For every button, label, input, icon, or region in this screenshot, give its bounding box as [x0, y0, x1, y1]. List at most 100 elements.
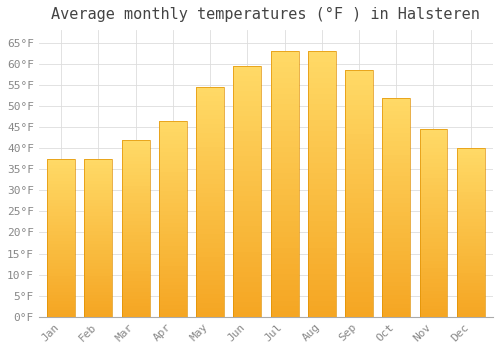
- Bar: [159, 254, 187, 258]
- Bar: [420, 257, 448, 260]
- Bar: [234, 222, 262, 226]
- Bar: [345, 272, 373, 277]
- Bar: [382, 102, 410, 106]
- Bar: [196, 234, 224, 239]
- Bar: [196, 128, 224, 133]
- Bar: [308, 243, 336, 248]
- Bar: [196, 87, 224, 92]
- Bar: [234, 272, 262, 276]
- Bar: [159, 301, 187, 305]
- Bar: [420, 193, 448, 197]
- Bar: [308, 152, 336, 158]
- Bar: [122, 207, 150, 211]
- Bar: [457, 175, 484, 178]
- Bar: [196, 280, 224, 285]
- Bar: [122, 158, 150, 161]
- Bar: [159, 199, 187, 203]
- Bar: [196, 138, 224, 142]
- Bar: [84, 273, 112, 276]
- Bar: [47, 203, 75, 206]
- Bar: [84, 172, 112, 175]
- Bar: [84, 288, 112, 292]
- Bar: [382, 155, 410, 159]
- Bar: [308, 115, 336, 120]
- Bar: [196, 312, 224, 317]
- Bar: [196, 188, 224, 193]
- Bar: [234, 297, 262, 302]
- Bar: [122, 271, 150, 274]
- Bar: [196, 230, 224, 234]
- Bar: [159, 121, 187, 125]
- Bar: [345, 253, 373, 258]
- Bar: [47, 273, 75, 276]
- Bar: [345, 75, 373, 80]
- Bar: [234, 282, 262, 287]
- Bar: [234, 191, 262, 196]
- Bar: [159, 168, 187, 172]
- Bar: [270, 205, 298, 211]
- Bar: [196, 114, 224, 119]
- Bar: [345, 178, 373, 184]
- Bar: [270, 211, 298, 216]
- Bar: [345, 119, 373, 124]
- Bar: [308, 168, 336, 173]
- Bar: [382, 220, 410, 225]
- Bar: [382, 304, 410, 308]
- Bar: [159, 195, 187, 199]
- Bar: [345, 110, 373, 114]
- Bar: [382, 268, 410, 273]
- Bar: [234, 206, 262, 211]
- Bar: [84, 200, 112, 203]
- Bar: [420, 268, 448, 272]
- Bar: [308, 200, 336, 205]
- Bar: [270, 264, 298, 269]
- Bar: [234, 186, 262, 191]
- Bar: [122, 150, 150, 154]
- Bar: [122, 189, 150, 193]
- Bar: [196, 87, 224, 317]
- Bar: [345, 164, 373, 169]
- Bar: [382, 290, 410, 295]
- Bar: [382, 299, 410, 304]
- Bar: [159, 164, 187, 168]
- Bar: [420, 178, 448, 182]
- Bar: [196, 266, 224, 271]
- Bar: [122, 203, 150, 207]
- Bar: [345, 159, 373, 164]
- Bar: [270, 126, 298, 131]
- Bar: [234, 201, 262, 206]
- Bar: [345, 70, 373, 75]
- Bar: [47, 247, 75, 250]
- Bar: [270, 274, 298, 280]
- Bar: [270, 51, 298, 317]
- Bar: [122, 172, 150, 175]
- Bar: [84, 162, 112, 165]
- Bar: [159, 286, 187, 289]
- Bar: [84, 310, 112, 314]
- Bar: [122, 292, 150, 295]
- Bar: [420, 294, 448, 298]
- Bar: [47, 292, 75, 295]
- Bar: [122, 140, 150, 317]
- Bar: [270, 163, 298, 168]
- Bar: [122, 239, 150, 243]
- Bar: [382, 308, 410, 313]
- Bar: [420, 231, 448, 234]
- Bar: [47, 234, 75, 238]
- Bar: [47, 222, 75, 225]
- Bar: [84, 231, 112, 235]
- Bar: [420, 216, 448, 219]
- Bar: [308, 306, 336, 312]
- Bar: [84, 247, 112, 250]
- Bar: [196, 285, 224, 289]
- Bar: [420, 249, 448, 253]
- Bar: [270, 178, 298, 184]
- Bar: [308, 62, 336, 67]
- Bar: [196, 211, 224, 216]
- Bar: [270, 290, 298, 295]
- Bar: [308, 88, 336, 94]
- Bar: [345, 124, 373, 130]
- Bar: [122, 232, 150, 235]
- Bar: [457, 172, 484, 175]
- Bar: [345, 95, 373, 100]
